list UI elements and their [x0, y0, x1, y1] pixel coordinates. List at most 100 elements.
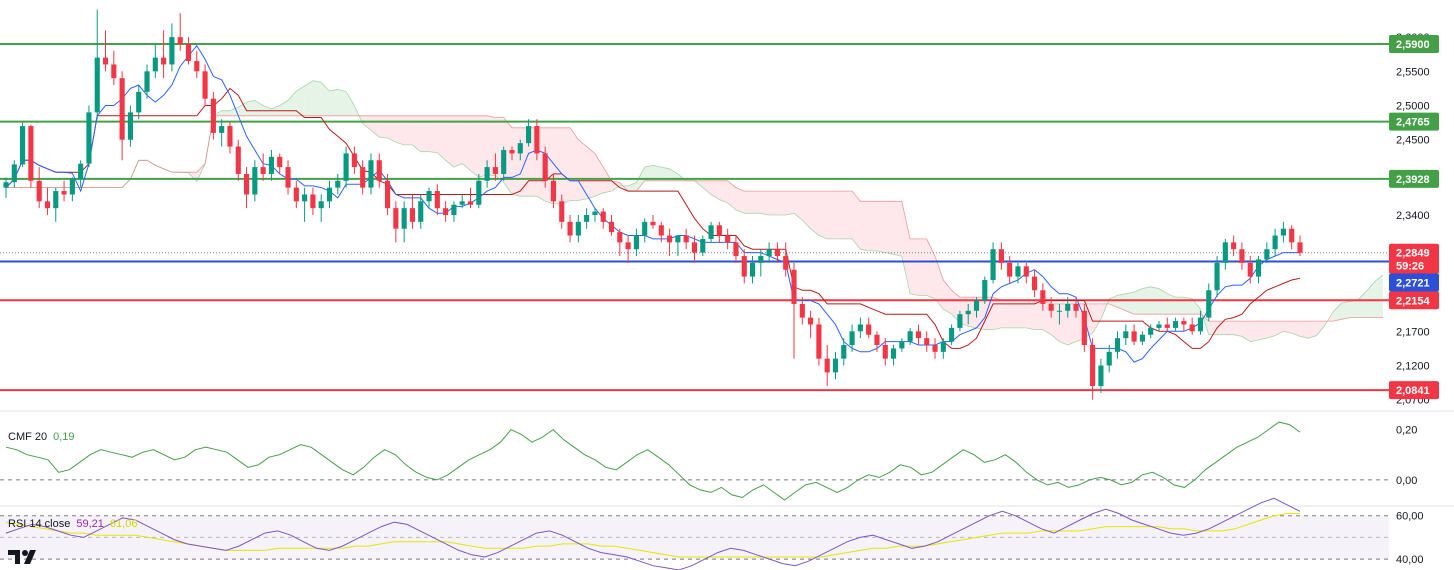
cloud-segment — [644, 165, 653, 181]
pane-separators — [0, 410, 1454, 507]
cloud-segment — [1158, 288, 1168, 315]
cloud-segment — [462, 115, 471, 171]
cmf-pane — [0, 421, 1389, 501]
cloud-segment — [860, 201, 869, 251]
current-price-badge-label: 2,2849 — [1396, 248, 1430, 260]
candle-countdown-label: 59:26 — [1396, 261, 1424, 273]
candle-body — [219, 126, 225, 133]
cloud-segment — [910, 238, 919, 296]
candle-body — [1040, 290, 1046, 304]
senkou-span-b — [6, 115, 1383, 322]
cloud-segment — [296, 85, 305, 116]
candle-body — [1239, 249, 1245, 263]
candle-body — [542, 153, 548, 181]
candle-body — [924, 338, 930, 345]
cloud-segment — [868, 201, 877, 251]
candle-body — [302, 194, 308, 202]
cloud-segment — [785, 191, 795, 215]
candle-body — [293, 187, 299, 202]
cloud-segment — [653, 165, 662, 181]
cmf-line — [5, 421, 1301, 501]
candle-body — [501, 150, 507, 174]
candle-body — [1048, 303, 1054, 311]
candle-body — [667, 235, 673, 243]
cloud-segment — [254, 100, 264, 116]
candle-body — [161, 57, 167, 65]
candle-body — [1214, 262, 1220, 291]
candle-body — [3, 182, 9, 188]
cloud-segment — [843, 191, 853, 239]
candle-body — [849, 331, 855, 345]
candle-body — [227, 126, 233, 147]
candle-body — [774, 249, 780, 257]
candle-body — [451, 204, 457, 215]
cloud-segment — [1308, 321, 1317, 339]
rsi-legend[interactable]: RSI 14 close 59,21 61,06 — [8, 518, 137, 530]
candle-body — [252, 167, 258, 195]
candle-body — [426, 191, 432, 202]
cloud-segment — [901, 201, 911, 294]
cloud-segment — [1217, 321, 1226, 335]
cloud-segment — [1183, 297, 1193, 315]
candle-body — [584, 215, 590, 222]
cloud-segment — [810, 191, 819, 236]
candle-body — [1222, 242, 1228, 263]
rsi-legend-name: RSI 14 close — [8, 518, 71, 530]
candle-body — [1007, 262, 1013, 277]
candle-body — [1056, 310, 1063, 312]
candle-body — [517, 143, 523, 154]
price-tick-label: 2,4500 — [1396, 135, 1430, 147]
current-level-badge-label: 2,2721 — [1396, 277, 1430, 289]
cloud-segment — [1067, 303, 1077, 345]
candle-body — [733, 242, 739, 257]
cloud-segment — [1241, 321, 1251, 342]
tradingview-logo-icon[interactable] — [8, 548, 44, 566]
cloud-segment — [362, 115, 371, 131]
candle-body — [766, 249, 772, 257]
cloud-segment — [1026, 300, 1035, 330]
candle-body — [1015, 266, 1021, 277]
candle-body — [243, 173, 250, 195]
cloud-segment — [769, 191, 778, 215]
candle-body — [625, 242, 631, 250]
candle-body — [1197, 317, 1204, 332]
candle-body — [982, 280, 988, 301]
candle-body — [1139, 334, 1145, 342]
candle-body — [202, 71, 208, 99]
candle-body — [907, 331, 913, 342]
cloud-segment — [628, 182, 637, 192]
cloud-segment — [412, 115, 421, 152]
candle-body — [53, 191, 59, 209]
cloud-segment — [993, 297, 1002, 330]
candle-body — [285, 167, 291, 188]
cmf-legend[interactable]: CMF 20 0,19 — [8, 431, 75, 443]
candle-body — [443, 208, 449, 215]
candle-body — [874, 334, 880, 345]
candle-body — [633, 235, 639, 250]
ichimoku-cloud — [6, 80, 1384, 346]
horizontal-levels — [0, 42, 1389, 392]
candle-body — [310, 194, 316, 209]
cloud-segment — [611, 180, 620, 192]
candle-body — [210, 98, 216, 133]
cloud-segment — [429, 115, 438, 153]
rsi-line — [5, 497, 1301, 570]
cmf-legend-value: 0,19 — [53, 431, 75, 443]
cloud-segment — [760, 191, 770, 215]
level-badge-1 — [1389, 112, 1439, 131]
candle-body — [185, 43, 192, 62]
cloud-segment — [1341, 301, 1350, 320]
candle-body — [194, 61, 200, 72]
candle-body — [268, 156, 275, 174]
level-badge-0 — [1389, 34, 1439, 53]
candle-body — [957, 314, 963, 328]
candle-body — [1255, 259, 1262, 277]
candle-body — [69, 179, 75, 195]
candle-body — [1247, 262, 1253, 277]
cloud-segment — [935, 256, 944, 310]
current-price-badge — [1389, 243, 1439, 274]
price-tick-label: 2,5000 — [1396, 101, 1430, 113]
candle-body — [343, 153, 349, 181]
level-badge-label-2: 2,3928 — [1396, 174, 1430, 186]
